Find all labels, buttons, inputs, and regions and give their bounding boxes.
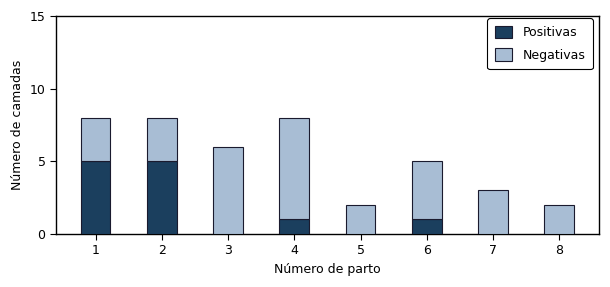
Y-axis label: Número de camadas: Número de camadas <box>11 60 24 190</box>
Bar <box>279 219 309 234</box>
Bar <box>81 118 110 161</box>
Legend: Positivas, Negativas: Positivas, Negativas <box>487 18 593 69</box>
Bar <box>412 161 442 219</box>
Bar <box>544 205 574 234</box>
Bar <box>279 118 309 219</box>
Bar <box>81 161 110 234</box>
Bar <box>213 147 243 234</box>
Bar <box>346 205 376 234</box>
Bar <box>412 219 442 234</box>
X-axis label: Número de parto: Número de parto <box>274 263 381 276</box>
Bar <box>478 190 508 234</box>
Bar <box>147 161 177 234</box>
Bar <box>147 118 177 161</box>
